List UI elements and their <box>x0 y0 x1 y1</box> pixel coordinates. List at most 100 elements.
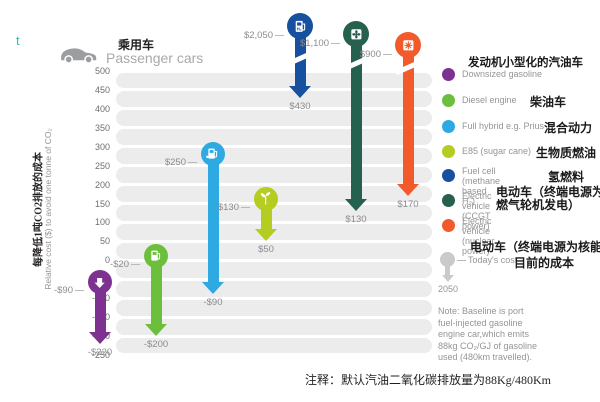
chart-title-cn: 乘用车 <box>118 38 155 52</box>
y-tick-label: 500 <box>94 66 110 76</box>
today-cost-label: $130 <box>188 202 250 213</box>
legend-footer-cn: 电动车（终端电源为核能） <box>470 240 600 254</box>
y-tick-label: 0 <box>104 255 110 266</box>
arrow-shaft <box>402 52 414 184</box>
corner-mark: t <box>16 33 20 48</box>
turbine-icon <box>343 21 369 47</box>
grid-band <box>116 242 432 259</box>
legend-label-en: E85 (sugar cane) <box>462 146 532 156</box>
today-cost-label: -$20 <box>78 259 140 270</box>
y-tick-label: 350 <box>94 122 110 133</box>
arrow-head-icon <box>397 183 419 196</box>
arrow-head-icon <box>202 282 224 295</box>
arrow-shaft <box>260 205 272 230</box>
leader-line <box>383 54 392 55</box>
y-tick-label: 450 <box>94 84 110 95</box>
grid-band <box>116 167 432 184</box>
car-icon <box>61 48 97 64</box>
plant-icon <box>254 187 278 212</box>
legend-swatch <box>442 169 455 182</box>
cost-2050-label: -$220 <box>87 346 113 358</box>
legend-label-en: Electric vehicle (CCGT power) <box>462 191 492 231</box>
arrow-head-icon <box>345 199 367 212</box>
today-cost-label: $1,100 <box>278 38 340 49</box>
grid-band <box>116 261 432 278</box>
y-tick-label: 400 <box>94 103 110 114</box>
grid-band <box>116 299 432 316</box>
legend-label-cn: 柴油车 <box>530 95 567 109</box>
arrow-shaft <box>350 41 362 200</box>
legend-label-en: Downsized gasoline <box>462 69 543 79</box>
leader-line <box>275 35 284 36</box>
arrow-shaft <box>207 159 219 283</box>
arrow-head-icon <box>145 324 167 337</box>
y-tick-label: 250 <box>94 160 110 171</box>
legend-header-cn: 发动机小型化的汽油车 <box>468 57 583 69</box>
hybrid-fuel-pump-icon <box>201 141 225 166</box>
grid-band <box>116 318 432 335</box>
today-cost-label: $2,050 <box>222 30 284 41</box>
y-tick-label: 300 <box>94 141 110 152</box>
todays-cost-key: Today's cost 2050 目前的成本 <box>438 252 600 302</box>
leader-line <box>188 161 197 163</box>
bottom-note-cn: 注释：默认汽油二氧化碳排放量为88Kg/480Km <box>305 373 552 387</box>
grid-band <box>116 129 432 146</box>
todays-cost-year: 2050 <box>438 284 459 294</box>
svg-text:H₂: H₂ <box>296 26 301 31</box>
arrow-shaft <box>94 288 106 332</box>
legend-label-cn: 电动车（终端电源为燃气轮机发电） <box>496 185 600 212</box>
legend-label-cn: 氢燃料 <box>548 170 585 184</box>
legend-swatch <box>442 120 455 133</box>
legend-swatch <box>442 219 455 232</box>
legend-label-cn: 混合动力 <box>544 121 593 135</box>
legend-label-cn: 生物质燃油 <box>536 146 597 160</box>
y-tick-label: 200 <box>94 179 110 190</box>
y-tick-label: 50 <box>99 236 110 247</box>
y-tick-label: -250 <box>91 350 110 360</box>
y-tick-label: 150 <box>94 198 110 209</box>
legend-label-en: Full hybrid e.g. Prius <box>462 121 545 131</box>
cost-2050-label: $50 <box>258 244 274 256</box>
atom-icon <box>395 32 421 58</box>
legend: 发动机小型化的汽油车 Downsized gasoline Diesel eng… <box>438 0 600 402</box>
leader-line <box>457 260 466 261</box>
legend-label-en: Diesel engine <box>462 95 517 105</box>
y-tick-label: 100 <box>94 217 110 228</box>
cost-2050-label: -$90 <box>203 297 223 309</box>
legend-label-en: Electric vehicle (nuclear power) <box>462 216 495 256</box>
arrow-shaft <box>150 261 162 325</box>
y-axis-label-en: Relative cost ($) to avoid one tonne of … <box>43 128 53 290</box>
arrow-head-icon <box>89 331 111 344</box>
chart-title-en: Passenger cars <box>106 50 204 66</box>
legend-swatch <box>442 94 455 107</box>
grid-band <box>116 337 432 354</box>
legend-label-en: Fuel cell (methane based H₂) <box>462 166 501 206</box>
todays-cost-arrow-shaft <box>445 266 450 275</box>
todays-cost-circle-icon <box>440 252 455 267</box>
legend-swatch <box>442 194 455 207</box>
today-cost-label: $250 <box>135 157 197 168</box>
arrow-head-icon <box>255 229 277 242</box>
grid-band <box>116 110 432 127</box>
leader-line <box>131 263 140 265</box>
legend-swatch <box>442 145 455 158</box>
down-arrow-icon <box>88 270 112 295</box>
grid-band <box>116 280 432 297</box>
arrow-head-icon <box>289 85 311 98</box>
grid-band <box>116 72 432 89</box>
cost-2050-label: -$200 <box>143 339 169 351</box>
leader-line <box>241 207 250 209</box>
baseline-note: Note: Baseline is port fuel-injected gas… <box>438 306 538 362</box>
todays-cost-label-en: Today's cost <box>468 255 518 265</box>
cost-2050-label: $430 <box>289 100 311 112</box>
leader-line <box>75 290 84 292</box>
today-cost-label: -$90 <box>22 285 84 296</box>
cost-2050-label: $170 <box>397 198 419 210</box>
legend-swatch <box>442 68 455 81</box>
cost-2050-label: $130 <box>345 214 367 226</box>
leader-line <box>331 43 340 44</box>
todays-cost-arrow-head-icon <box>441 275 454 282</box>
todays-cost-label-cn: 目前的成本 <box>514 256 575 270</box>
today-cost-label: $900 <box>330 49 392 60</box>
